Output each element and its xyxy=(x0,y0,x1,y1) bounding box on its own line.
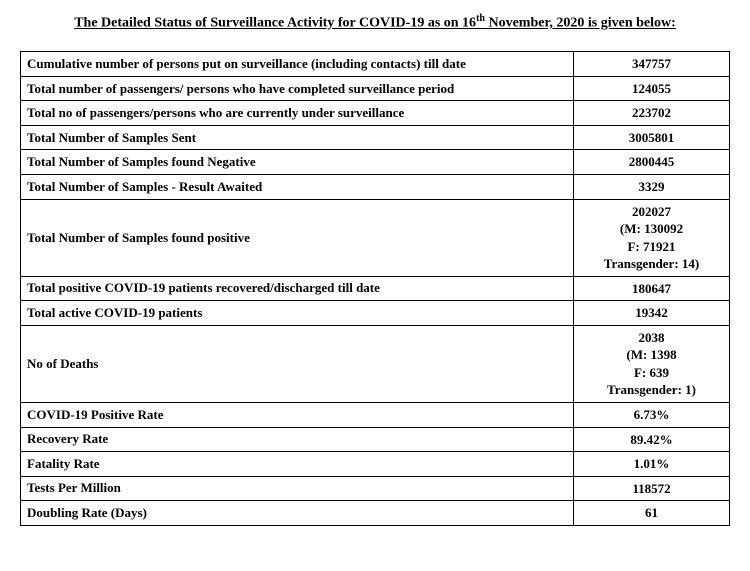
row-label: Tests Per Million xyxy=(21,476,574,501)
row-label: Total no of passengers/persons who are c… xyxy=(21,101,574,126)
title-prefix: The Detailed Status of Surveillance Acti… xyxy=(74,16,476,31)
row-label: Cumulative number of persons put on surv… xyxy=(21,52,574,77)
row-label: Fatality Rate xyxy=(21,452,574,477)
row-value: 2038 (M: 1398 F: 639 Transgender: 1) xyxy=(574,325,730,402)
table-row: Cumulative number of persons put on surv… xyxy=(21,52,730,77)
title-suffix: November, 2020 is given below: xyxy=(485,16,676,31)
table-row: Doubling Rate (Days)61 xyxy=(21,501,730,526)
row-label: Total Number of Samples Sent xyxy=(21,125,574,150)
row-label: Total number of passengers/ persons who … xyxy=(21,76,574,101)
row-value: 1.01% xyxy=(574,452,730,477)
row-value: 124055 xyxy=(574,76,730,101)
table-row: Tests Per Million118572 xyxy=(21,476,730,501)
row-label: Total Number of Samples found positive xyxy=(21,199,574,276)
table-row: Fatality Rate1.01% xyxy=(21,452,730,477)
row-value: 3329 xyxy=(574,174,730,199)
row-label: COVID-19 Positive Rate xyxy=(21,403,574,428)
row-label: No of Deaths xyxy=(21,325,574,402)
table-row: Total Number of Samples - Result Awaited… xyxy=(21,174,730,199)
row-value: 19342 xyxy=(574,301,730,326)
table-row: Total Number of Samples found Negative28… xyxy=(21,150,730,175)
page-title: The Detailed Status of Surveillance Acti… xyxy=(20,12,730,33)
table-row: COVID-19 Positive Rate6.73% xyxy=(21,403,730,428)
table-row: Total positive COVID-19 patients recover… xyxy=(21,276,730,301)
row-label: Doubling Rate (Days) xyxy=(21,501,574,526)
row-value: 202027 (M: 130092 F: 71921 Transgender: … xyxy=(574,199,730,276)
row-value: 89.42% xyxy=(574,427,730,452)
row-label: Total Number of Samples found Negative xyxy=(21,150,574,175)
title-sup: th xyxy=(476,13,485,24)
table-row: Total Number of Samples found positive20… xyxy=(21,199,730,276)
row-value: 2800445 xyxy=(574,150,730,175)
row-value: 223702 xyxy=(574,101,730,126)
row-value: 180647 xyxy=(574,276,730,301)
table-row: No of Deaths2038 (M: 1398 F: 639 Transge… xyxy=(21,325,730,402)
table-row: Total no of passengers/persons who are c… xyxy=(21,101,730,126)
surveillance-table: Cumulative number of persons put on surv… xyxy=(20,51,730,525)
table-row: Total active COVID-19 patients19342 xyxy=(21,301,730,326)
row-label: Recovery Rate xyxy=(21,427,574,452)
row-label: Total active COVID-19 patients xyxy=(21,301,574,326)
row-value: 61 xyxy=(574,501,730,526)
row-value: 6.73% xyxy=(574,403,730,428)
table-row: Recovery Rate89.42% xyxy=(21,427,730,452)
row-label: Total Number of Samples - Result Awaited xyxy=(21,174,574,199)
table-row: Total number of passengers/ persons who … xyxy=(21,76,730,101)
table-row: Total Number of Samples Sent3005801 xyxy=(21,125,730,150)
row-value: 118572 xyxy=(574,476,730,501)
row-label: Total positive COVID-19 patients recover… xyxy=(21,276,574,301)
row-value: 347757 xyxy=(574,52,730,77)
row-value: 3005801 xyxy=(574,125,730,150)
